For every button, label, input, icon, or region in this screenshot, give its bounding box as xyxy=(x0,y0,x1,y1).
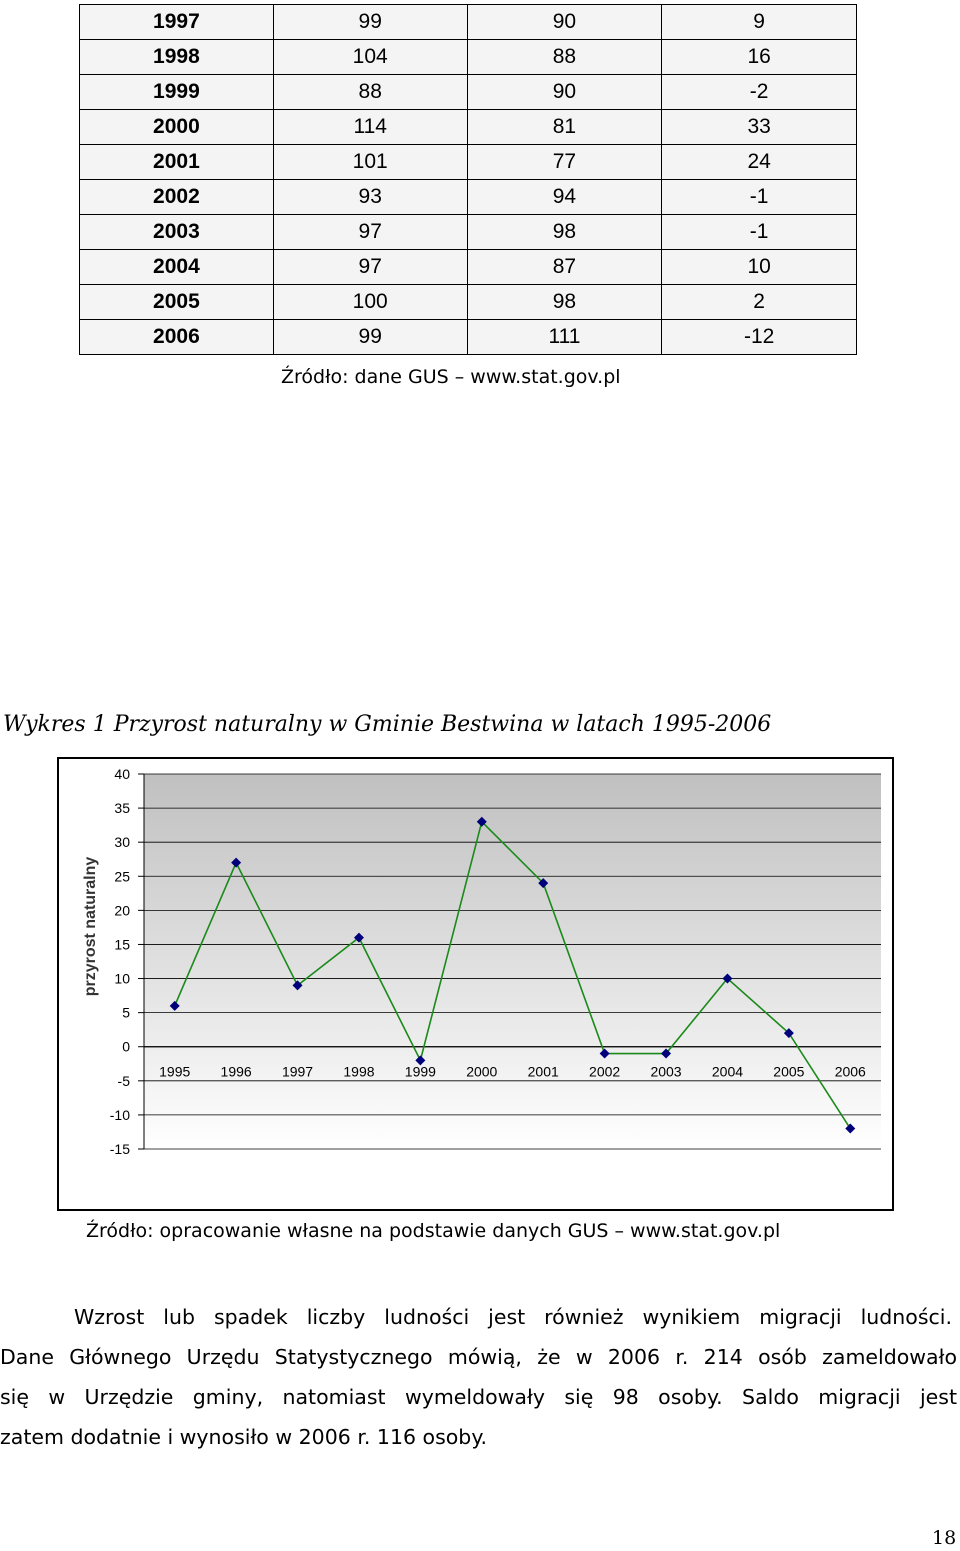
year-cell: 2006 xyxy=(79,319,274,355)
y-tick-label: 0 xyxy=(122,1039,130,1055)
year-cell: 2005 xyxy=(79,284,274,320)
data-point xyxy=(476,816,487,827)
table-row: 2005 100 98 2 xyxy=(79,284,857,320)
data-point xyxy=(538,878,549,889)
value-cell: -2 xyxy=(661,74,857,110)
value-cell: 90 xyxy=(466,74,663,110)
x-tick-label: 2002 xyxy=(589,1064,620,1080)
y-tick-label: 5 xyxy=(122,1005,130,1021)
x-tick-label: 2003 xyxy=(650,1064,681,1080)
year-cell: 1999 xyxy=(79,74,274,110)
data-point xyxy=(599,1048,610,1059)
x-tick-label: 1996 xyxy=(221,1064,252,1080)
table-row: 1999 88 90 -2 xyxy=(79,74,857,110)
value-cell: 97 xyxy=(272,214,468,250)
data-point xyxy=(169,1000,180,1011)
x-tick-label: 1998 xyxy=(343,1064,374,1080)
value-cell: 97 xyxy=(272,249,468,285)
x-tick-label: 2004 xyxy=(712,1064,743,1080)
data-point xyxy=(231,857,242,868)
page-number: 18 xyxy=(932,1527,957,1549)
x-tick-label: 2001 xyxy=(528,1064,559,1080)
value-cell: 104 xyxy=(272,39,468,75)
value-cell: 111 xyxy=(466,319,663,355)
data-point xyxy=(661,1048,672,1059)
year-cell: 1997 xyxy=(79,4,274,40)
value-cell: 16 xyxy=(661,39,857,75)
x-tick-label: 1995 xyxy=(159,1064,190,1080)
data-point xyxy=(845,1123,856,1134)
x-tick-label: 2000 xyxy=(466,1064,497,1080)
value-cell: 2 xyxy=(661,284,857,320)
value-cell: 101 xyxy=(272,144,468,180)
plot-area xyxy=(144,774,881,1149)
value-cell: 100 xyxy=(272,284,468,320)
y-tick-label: -5 xyxy=(118,1073,131,1089)
x-tick-label: 1997 xyxy=(282,1064,313,1080)
y-tick-label: 20 xyxy=(114,902,130,918)
y-tick-label: 15 xyxy=(114,936,130,952)
value-cell: 24 xyxy=(661,144,857,180)
value-cell: -1 xyxy=(661,179,857,215)
value-cell: 98 xyxy=(466,284,663,320)
y-tick-label: 30 xyxy=(114,834,130,850)
value-cell: 99 xyxy=(272,4,468,40)
value-cell: -12 xyxy=(661,319,857,355)
year-cell: 2004 xyxy=(79,249,274,285)
paragraph-line-4: zatem dodatnie i wynosiło w 2006 r. 116 … xyxy=(0,1425,488,1449)
value-cell: 114 xyxy=(272,109,468,145)
y-tick-label: 40 xyxy=(114,766,130,782)
value-cell: -1 xyxy=(661,214,857,250)
table-row: 2004 97 87 10 xyxy=(79,249,857,285)
value-cell: 99 xyxy=(272,319,468,355)
value-cell: 9 xyxy=(661,4,857,40)
value-cell: 93 xyxy=(272,179,468,215)
data-point xyxy=(353,932,364,943)
value-cell: 77 xyxy=(466,144,663,180)
value-cell: 88 xyxy=(272,74,468,110)
x-tick-label: 2006 xyxy=(835,1064,866,1080)
year-cell: 2003 xyxy=(79,214,274,250)
chart-title: Wykres 1 Przyrost naturalny w Gminie Bes… xyxy=(3,712,772,737)
year-cell: 1998 xyxy=(79,39,274,75)
table-row: 1997 99 90 9 xyxy=(79,4,857,40)
data-point xyxy=(783,1028,794,1039)
y-tick-label: -10 xyxy=(110,1107,130,1123)
table-row: 2000 114 81 33 xyxy=(79,109,857,145)
x-tick-label: 2005 xyxy=(773,1064,804,1080)
year-cell: 2002 xyxy=(79,179,274,215)
paragraph-line-2: Dane Głównego Urzędu Statystycznego mówi… xyxy=(0,1345,957,1369)
table-row: 1998 104 88 16 xyxy=(79,39,857,75)
data-point xyxy=(292,980,303,991)
y-tick-label: 25 xyxy=(114,868,130,884)
table-row: 2002 93 94 -1 xyxy=(79,179,857,215)
y-tick-label: -15 xyxy=(110,1141,130,1157)
natural-growth-chart: 40 35 30 25 20 15 10 5 0 -5 -10 -15 przyrost natural… xyxy=(82,766,881,1157)
value-cell: 10 xyxy=(661,249,857,285)
y-tick-label: 10 xyxy=(114,971,130,987)
year-cell: 2000 xyxy=(79,109,274,145)
value-cell: 87 xyxy=(466,249,663,285)
chart-source-note: Źródło: opracowanie własne na podstawie … xyxy=(86,1220,781,1242)
y-tick-label: 35 xyxy=(114,800,130,816)
population-table: 1997 99 90 9 1998 104 88 16 1999 88 90 -2 2000 114 81 3… xyxy=(79,4,857,355)
value-cell: 81 xyxy=(466,109,663,145)
table-row: 2001 101 77 24 xyxy=(79,144,857,180)
data-point xyxy=(722,973,733,984)
data-point xyxy=(415,1055,426,1066)
table-row: 2006 99 111 -12 xyxy=(79,319,857,355)
table-row: 2003 97 98 -1 xyxy=(79,214,857,250)
paragraph-line-3: się w Urzędzie gminy, natomiast wymeldow… xyxy=(0,1385,957,1409)
value-cell: 88 xyxy=(466,39,663,75)
x-tick-label: 1999 xyxy=(405,1064,436,1080)
series-line xyxy=(173,820,851,1129)
value-cell: 98 xyxy=(466,214,663,250)
y-axis-title: przyrost naturalny xyxy=(82,857,99,997)
year-cell: 2001 xyxy=(79,144,274,180)
value-cell: 33 xyxy=(661,109,857,145)
paragraph-line-1: Wzrost lub spadek liczby ludności jest r… xyxy=(74,1305,952,1329)
value-cell: 94 xyxy=(466,179,663,215)
value-cell: 90 xyxy=(466,4,663,40)
table-source-note: Źródło: dane GUS – www.stat.gov.pl xyxy=(281,366,621,388)
